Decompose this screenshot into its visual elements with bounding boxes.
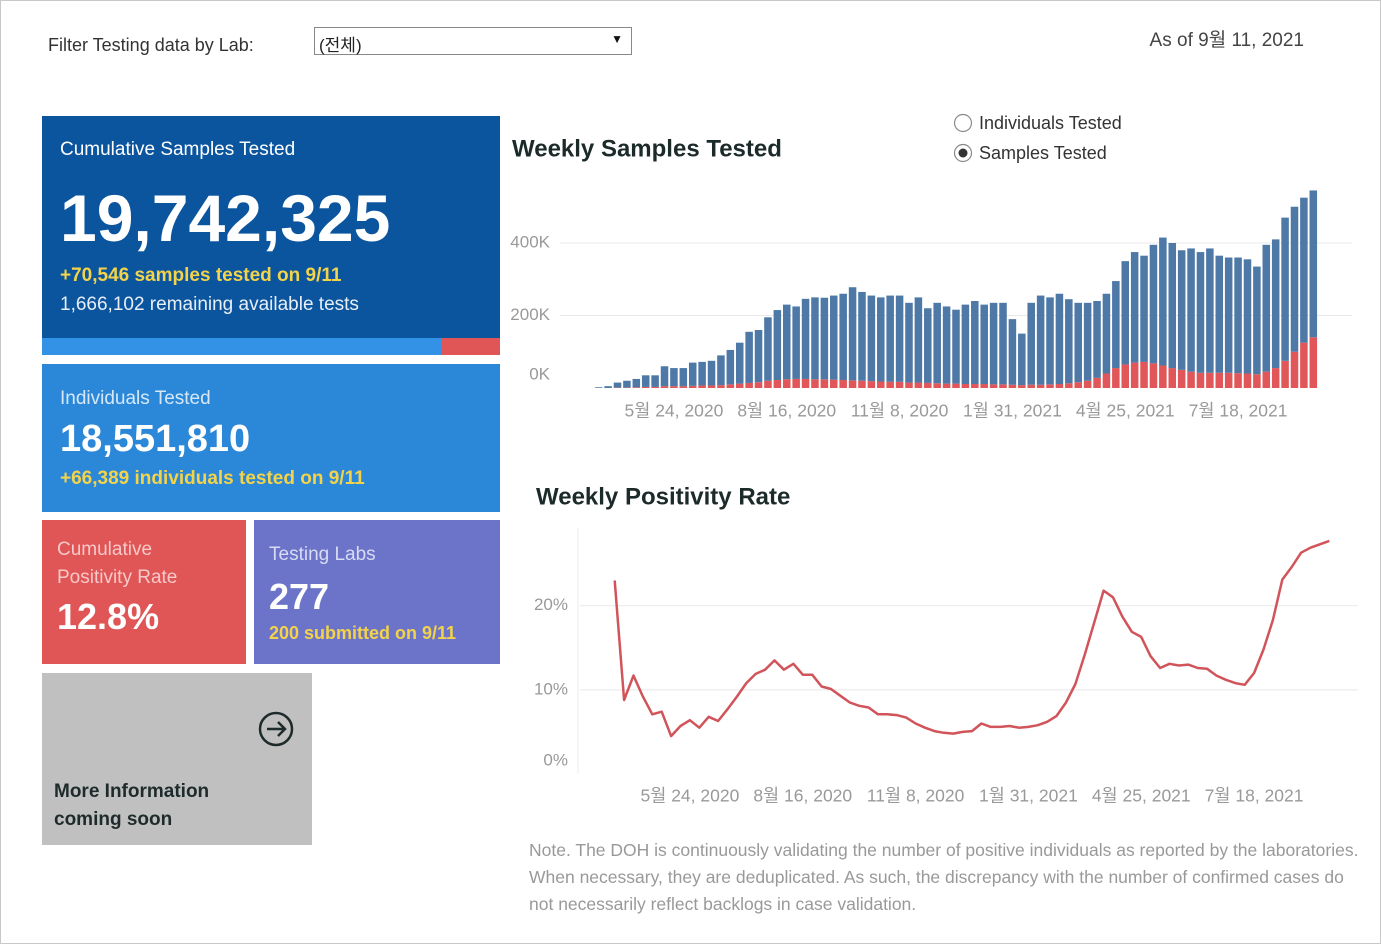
card-title: Cumulative Samples Tested (60, 139, 296, 160)
card-value: 19,742,325 (60, 181, 391, 255)
card-delta: +70,546 samples tested on 9/11 (60, 265, 342, 286)
as-of-date: As of 9월 11, 2021 (1149, 30, 1304, 51)
samples-card: Cumulative Samples Tested 19,742,325 +70… (42, 116, 500, 338)
radio-option[interactable]: Samples Tested (953, 143, 1107, 163)
more-info-card[interactable]: More Information coming soon (42, 673, 312, 845)
labs-card: Testing Labs 277 200 submitted on 9/11 (254, 520, 500, 664)
card-title: Cumulative Positivity Rate (57, 539, 178, 588)
note: Note. The DOH is continuously validating… (529, 840, 1359, 914)
card-delta: +66,389 individuals tested on 9/11 (60, 468, 365, 489)
card-value: 277 (269, 576, 330, 617)
card-title: Individuals Tested (60, 388, 211, 409)
dropdown-value: (전체) (319, 36, 362, 55)
radio-circle (953, 113, 973, 133)
individuals-card: Individuals Tested 18,551,810 +66,389 in… (42, 364, 500, 512)
arrow-icon (258, 711, 294, 747)
radio-option[interactable]: Individuals Tested (953, 113, 1122, 133)
radio-dot (958, 148, 968, 158)
filter-label: Filter Testing data by Lab: (48, 35, 254, 55)
progress-used (42, 338, 442, 355)
progress-remaining (442, 338, 500, 355)
radio-label: Samples Tested (979, 143, 1107, 163)
dropdown-arrow: ▼ (611, 32, 623, 46)
more-info-text: More Information coming soon (54, 781, 210, 830)
lab-dropdown[interactable]: (전체) ▼ (314, 27, 632, 55)
card-delta: 200 submitted on 9/11 (269, 623, 457, 643)
card-remaining: 1,666,102 remaining available tests (60, 294, 359, 315)
card-title: Testing Labs (269, 544, 376, 565)
card-value: 12.8% (57, 596, 160, 637)
positivity-card: Cumulative Positivity Rate 12.8% (42, 520, 246, 664)
radio-label: Individuals Tested (979, 113, 1122, 133)
card-value: 18,551,810 (60, 418, 251, 460)
